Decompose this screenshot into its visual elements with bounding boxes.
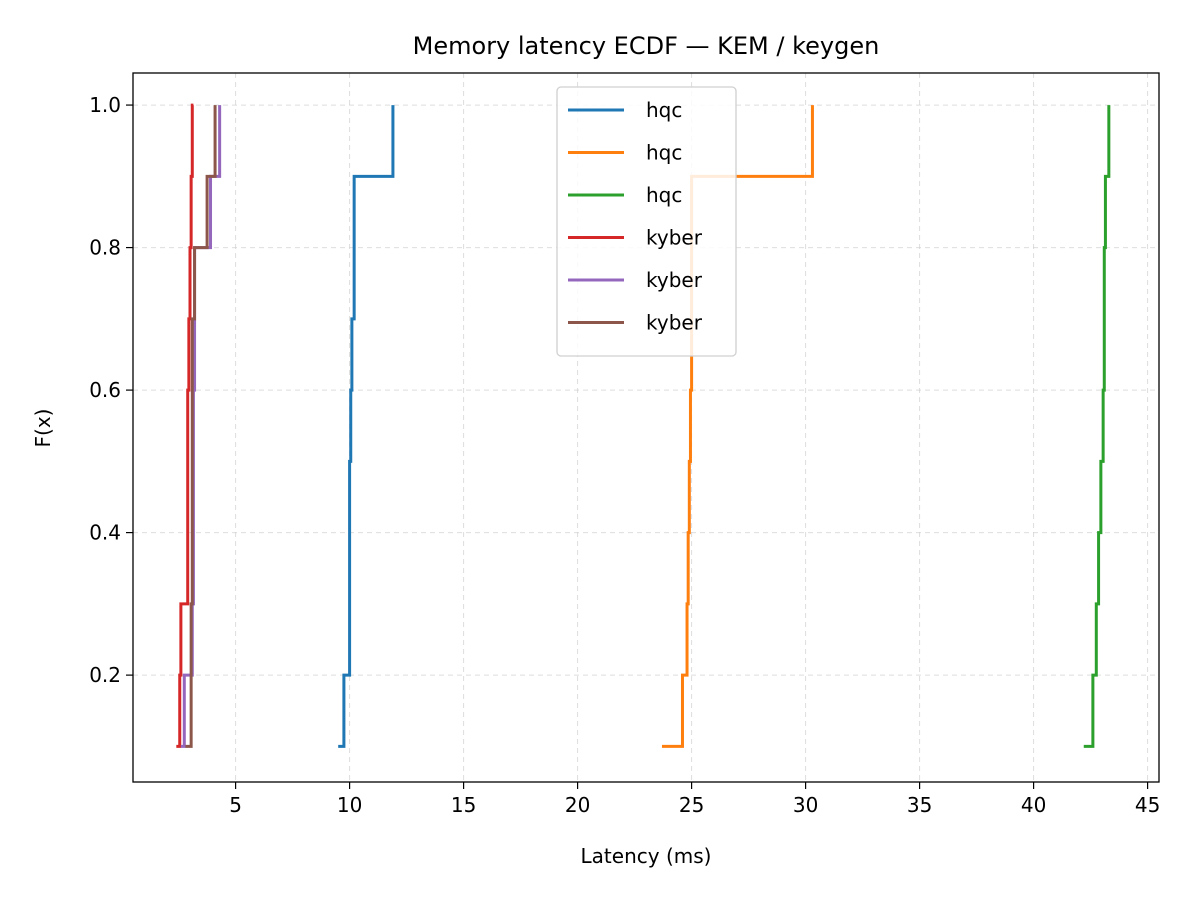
y-tick-label: 0.6 (89, 378, 121, 402)
y-axis: 0.2 0.4 0.6 0.8 1.0 (89, 93, 133, 687)
series-line-5 (185, 105, 217, 748)
x-tick-label: 25 (679, 793, 704, 817)
legend-entry: hqc (646, 141, 682, 165)
y-tick-label: 0.2 (89, 663, 121, 687)
x-axis: 5 10 15 20 25 30 35 40 45 (229, 782, 1160, 817)
legend-entry: hqc (646, 183, 682, 207)
legend-box (556, 86, 737, 357)
x-tick-label: 10 (337, 793, 362, 817)
legend-entry: hqc (646, 98, 682, 122)
x-tick-label: 30 (793, 793, 818, 817)
y-axis-label: F(x) (31, 409, 55, 448)
x-axis-label: Latency (ms) (581, 844, 712, 868)
x-tick-label: 20 (565, 793, 590, 817)
series-layer (176, 103, 1111, 748)
y-tick-label: 0.8 (89, 236, 121, 260)
y-tick-label: 0.4 (89, 521, 121, 545)
legend-entry: kyber (646, 268, 703, 292)
y-tick-label: 1.0 (89, 93, 121, 117)
series-line-2 (1083, 105, 1111, 748)
chart-title: Memory latency ECDF — KEM / keygen (413, 32, 880, 60)
x-tick-label: 35 (907, 793, 932, 817)
plot-frame (132, 72, 1160, 783)
x-tick-label: 45 (1135, 793, 1160, 817)
x-tick-label: 40 (1021, 793, 1046, 817)
x-tick-label: 15 (451, 793, 476, 817)
series-line-3 (176, 103, 194, 748)
legend-entry: kyber (646, 226, 703, 250)
legend: hqc hqc hqc kyber kyber kyber (556, 86, 737, 357)
series-line-0 (338, 105, 395, 748)
legend-entry: kyber (646, 311, 703, 335)
x-tick-label: 5 (229, 793, 242, 817)
